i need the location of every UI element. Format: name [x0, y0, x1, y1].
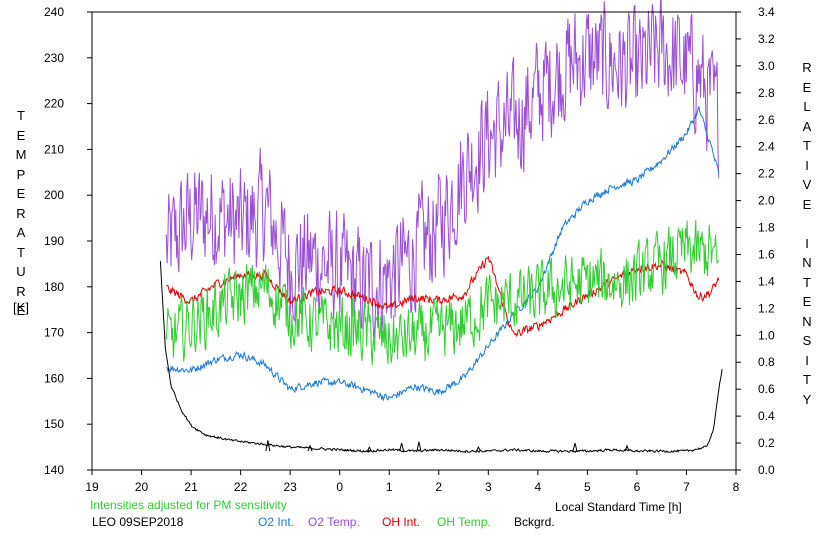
y-left-tick-label: 160	[44, 371, 64, 385]
axis-label-letter: N	[802, 313, 812, 329]
axis-label-letter: A	[802, 118, 812, 134]
x-tick-label: 5	[584, 480, 591, 494]
x-tick-label: 0	[336, 480, 343, 494]
axis-label-letter: I	[805, 235, 809, 251]
y-left-tick-label: 180	[44, 280, 64, 294]
legend-o2-temp: O2 Temp.	[308, 515, 360, 529]
y-right-tick-label: 3.2	[758, 32, 775, 46]
x-tick-label: 3	[485, 480, 492, 494]
axis-label-letter: T	[17, 108, 25, 123]
background-spike	[366, 445, 372, 452]
axis-label-letter: E	[802, 196, 812, 212]
y-right-tick-label: 2.0	[758, 194, 775, 208]
axis-label-letter: A	[16, 225, 26, 240]
y-right-tick-label: 3.0	[758, 59, 775, 73]
y-left-tick-label: 220	[44, 97, 64, 111]
x-tick-label: 1	[386, 480, 393, 494]
y-left-tick-label: 140	[44, 463, 64, 477]
x-tick-label: 4	[535, 480, 542, 494]
y-right-tick-label: 1.8	[758, 221, 775, 235]
background-spike	[475, 445, 481, 452]
y-left-tick-label: 210	[44, 142, 64, 156]
axis-label-letter: N	[802, 255, 812, 270]
y-right-tick-label: 2.2	[758, 167, 775, 181]
y-right-tick-label: 1.0	[758, 328, 775, 342]
axis-label-letter: T	[803, 138, 811, 153]
y-axis-unit-left: [K]	[13, 300, 29, 315]
y-right-tick-label: 2.4	[758, 140, 775, 154]
background-spike	[399, 442, 405, 452]
station-date: LEO 09SEP2018	[92, 515, 184, 529]
y-right-tick-label: 1.6	[758, 247, 775, 261]
y-right-tick-label: 0.4	[758, 409, 775, 423]
sensitivity-note: Intensities adjusted for PM sensitivity	[90, 498, 287, 512]
axis-label-letter: E	[802, 294, 812, 309]
series-line-bckgrd	[159, 261, 723, 454]
x-tick-label: 8	[733, 480, 740, 494]
background-spike	[572, 442, 578, 452]
y-right-tick-label: 1.4	[758, 274, 775, 288]
y-left-tick-label: 190	[44, 234, 64, 248]
axis-label-letter: V	[802, 177, 812, 192]
axis-label-letter: P	[16, 166, 26, 182]
axis-label-letter	[797, 214, 817, 234]
y-left-tick-label: 150	[44, 417, 64, 431]
background-spike	[624, 444, 630, 452]
plot-lines	[159, 0, 723, 454]
x-axis-label: Local Standard Time [h]	[555, 500, 682, 514]
axis-label-letter: E	[802, 79, 812, 95]
x-tick-label: 19	[85, 480, 99, 494]
y-left-tick-label: 200	[44, 188, 64, 202]
legend-bckgrd: Bckgrd.	[514, 515, 555, 529]
x-tick-label: 2	[435, 480, 442, 494]
y-left-tick-label: 240	[44, 5, 64, 19]
y-right-tick-label: 3.4	[758, 5, 775, 19]
axis-label-letter: R	[16, 283, 26, 299]
background-spike	[307, 444, 313, 452]
axis-label-letter: M	[15, 147, 27, 162]
y-right-tick-label: 1.2	[758, 301, 775, 315]
axis-label-letter: R	[16, 205, 26, 221]
y-right-tick-label: 2.6	[758, 113, 775, 127]
y-right-tick-label: 0.6	[758, 382, 775, 396]
axis-label-letter: T	[803, 372, 811, 387]
series-line-oh-temp	[165, 220, 720, 366]
legend-o2-int: O2 Int.	[258, 515, 295, 529]
background-spike	[265, 440, 271, 452]
axis-label-letter: T	[803, 274, 811, 290]
axis-label-letter: I	[805, 157, 809, 173]
axis-label-letter: T	[17, 244, 25, 260]
axis-label-letter: I	[805, 352, 809, 368]
axis-label-letter: L	[803, 99, 811, 114]
background-spike	[416, 441, 422, 452]
legend-oh-temp: OH Temp.	[437, 515, 491, 529]
x-tick-label: 20	[135, 480, 149, 494]
axis-label-letter: R	[802, 60, 812, 75]
x-tick-label: 21	[184, 480, 198, 494]
legend-oh-int: OH Int.	[382, 515, 421, 529]
y-left-tick-label: 170	[44, 326, 64, 340]
axis-label-letter: E	[16, 303, 26, 318]
x-tick-label: 6	[634, 480, 641, 494]
y-left-tick-label: 230	[44, 51, 64, 65]
axis-label-letter: Y	[802, 391, 812, 407]
y-right-tick-label: 0.2	[758, 436, 775, 450]
y-right-tick-label: 2.8	[758, 86, 775, 100]
x-tick-label: 23	[283, 480, 297, 494]
series-line-o2-int	[166, 106, 720, 402]
axes: 19 20 21 22 23 0 1 2 3 4 5 6 7 8140150160170180190200…	[44, 5, 775, 494]
y-right-tick-label: 0.0	[758, 463, 775, 477]
axis-label-letter: E	[16, 186, 26, 201]
x-tick-label: 7	[683, 480, 690, 494]
axis-label-letter: E	[16, 127, 26, 143]
series-line-o2-temp	[165, 0, 720, 339]
axis-label-letter: U	[16, 264, 26, 279]
y-right-tick-label: 0.8	[758, 355, 775, 369]
axis-label-letter: S	[802, 333, 812, 348]
x-tick-label: 22	[234, 480, 248, 494]
